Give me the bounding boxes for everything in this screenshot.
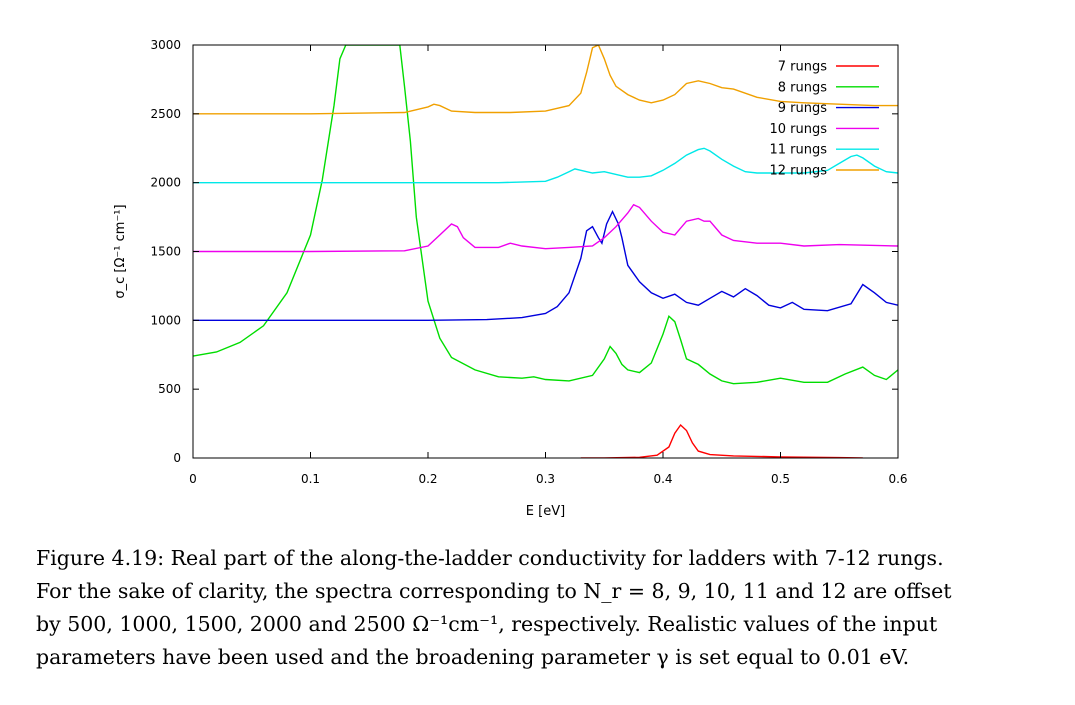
y-tick-label: 0 bbox=[173, 451, 181, 465]
x-tick-label: 0 bbox=[189, 472, 197, 486]
series-line-12-rungs bbox=[193, 45, 898, 115]
legend-label-7-rungs: 7 rungs bbox=[778, 60, 827, 75]
series-line-11-rungs bbox=[193, 147, 898, 184]
legend: 7 rungs 8 rungs 9 rungs 10 rungs 11 rungs 12 … bbox=[769, 60, 879, 179]
series-line-9-rungs bbox=[193, 209, 898, 321]
x-tick-label: 0.4 bbox=[653, 472, 672, 486]
y-tick-label: 1000 bbox=[150, 313, 181, 327]
series-line-10-rungs bbox=[193, 203, 898, 253]
y-tick-label: 1500 bbox=[150, 245, 181, 259]
caption-line-4: parameters have been used and the broade… bbox=[36, 645, 910, 669]
y-axis-label: σ_c [Ω⁻¹ cm⁻¹] bbox=[113, 204, 128, 298]
caption-line-3: by 500, 1000, 1500, 2000 and 2500 Ω⁻¹cm⁻… bbox=[36, 612, 938, 636]
caption-line-1: Figure 4.19: Real part of the along-the-… bbox=[36, 546, 944, 570]
y-tick-label: 2000 bbox=[150, 176, 181, 190]
legend-label-9-rungs: 9 rungs bbox=[778, 101, 827, 116]
caption-line-2: For the sake of clarity, the spectra cor… bbox=[36, 579, 952, 603]
y-tick-label: 3000 bbox=[150, 38, 181, 52]
series-line-7-rungs bbox=[580, 423, 863, 458]
y-tick-label: 500 bbox=[158, 382, 181, 396]
figure-caption: Figure 4.19: Real part of the along-the-… bbox=[36, 542, 996, 674]
series-line-8-rungs bbox=[193, 45, 898, 385]
x-tick-label: 0.1 bbox=[301, 472, 320, 486]
x-tick-label: 0.3 bbox=[536, 472, 555, 486]
series-layer bbox=[193, 45, 898, 458]
legend-label-12-rungs: 12 rungs bbox=[769, 164, 827, 179]
x-axis-label: E [eV] bbox=[526, 504, 565, 519]
y-tick-label: 2500 bbox=[150, 107, 181, 121]
legend-label-8-rungs: 8 rungs bbox=[778, 80, 827, 95]
axes-layer: 0 0.1 0.2 0.3 0.4 0.5 0.6 0 500 1000 1500 2000 2500 3… bbox=[150, 38, 907, 486]
legend-label-11-rungs: 11 rungs bbox=[769, 143, 827, 158]
x-tick-label: 0.2 bbox=[418, 472, 437, 486]
x-tick-label: 0.5 bbox=[771, 472, 790, 486]
conductivity-chart: 0 0.1 0.2 0.3 0.4 0.5 0.6 0 500 1000 1500 2000 2500 3… bbox=[113, 38, 908, 519]
x-tick-label: 0.6 bbox=[888, 472, 907, 486]
legend-label-10-rungs: 10 rungs bbox=[769, 122, 827, 137]
